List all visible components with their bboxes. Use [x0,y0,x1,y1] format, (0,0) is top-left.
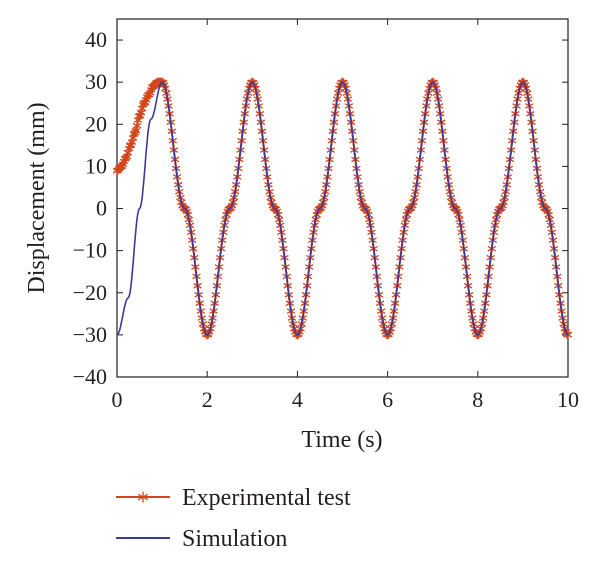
y-tick-label: 0 [96,196,107,221]
legend-simulation-label: Simulation [182,526,287,552]
x-axis-tick-labels: 0 2 4 6 8 10 [112,387,580,412]
y-tick-label: −20 [73,280,107,305]
y-tick-label: −30 [73,322,107,347]
x-tick-label: 0 [112,387,123,412]
y-tick-label: 10 [85,153,107,178]
x-tick-label: 8 [472,387,483,412]
x-tick-label: 6 [382,387,393,412]
plot-frame [116,18,569,378]
y-tick-label: −10 [73,238,107,263]
experimental-point [131,126,141,136]
x-axis-label: Time (s) [301,427,382,453]
series-experimental [112,77,573,340]
y-tick-label: −40 [73,364,107,389]
y-tick-label: 30 [85,69,107,94]
y-axis-tick-labels: −40 −30 −20 −10 0 10 20 30 40 [73,27,107,389]
legend: Experimental test Simulation [116,485,351,552]
y-tick-label: 40 [85,27,107,52]
experimental-point [132,121,142,131]
simulation-line [116,81,569,336]
y-tick-label: 20 [85,111,107,136]
x-tick-label: 10 [557,387,579,412]
legend-asterisk [137,491,149,503]
x-tick-label: 4 [292,387,303,412]
series-layer [112,77,573,340]
y-axis-label: Displacement (mm) [24,102,50,293]
legend-experimental-marker [137,491,149,503]
x-axis-ticks [116,19,569,377]
legend-experimental-label: Experimental test [182,485,351,511]
x-tick-label: 2 [202,387,213,412]
